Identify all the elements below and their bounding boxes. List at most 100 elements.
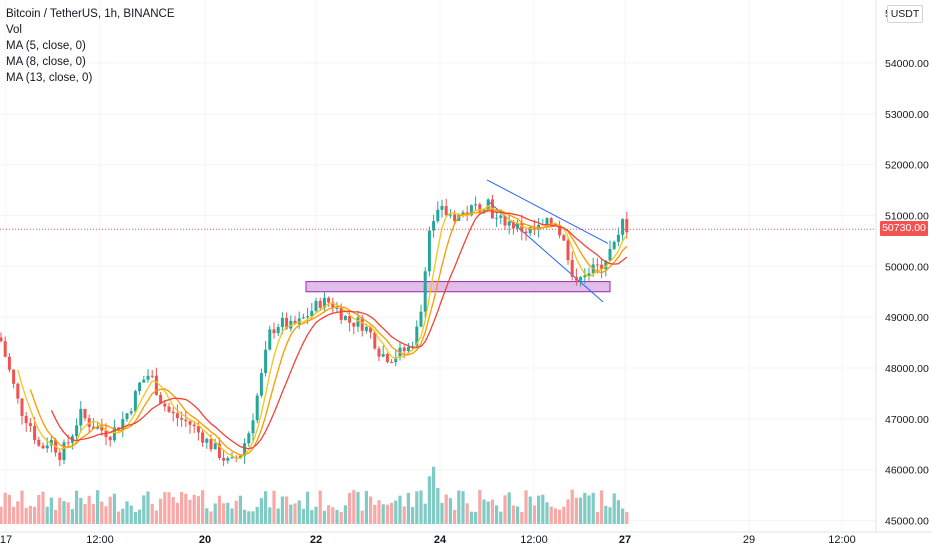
candle-body — [192, 424, 196, 427]
candle-body — [331, 302, 335, 309]
volume-bar — [532, 505, 536, 524]
candle-body — [125, 413, 129, 420]
volume-bar — [238, 495, 242, 524]
candle-body — [385, 354, 389, 363]
candle-body — [154, 375, 158, 395]
candle-body — [100, 426, 104, 431]
volume-bar — [604, 505, 608, 524]
candle-body — [339, 307, 343, 320]
volume-bar — [205, 508, 209, 524]
candle-body — [238, 455, 242, 459]
candle-body — [175, 413, 179, 419]
candle-body — [41, 445, 45, 449]
candle-body — [3, 341, 7, 357]
candle-body — [369, 327, 373, 333]
candle-body — [222, 457, 226, 461]
volume-bar — [100, 501, 104, 524]
candle-body — [293, 320, 297, 325]
volume-bar — [591, 492, 595, 524]
volume-bar — [70, 509, 74, 524]
time-axis[interactable]: 17 12:00 20 22 24 12:00 27 29 12:00 — [0, 534, 856, 546]
indicator-ma13[interactable]: MA (13, close, 0) — [6, 72, 93, 84]
candle-body — [595, 264, 599, 266]
candle-body — [146, 375, 150, 380]
candle-body — [364, 327, 368, 331]
candle-body — [360, 317, 364, 331]
candle-body — [24, 415, 28, 424]
chart-grid — [0, 0, 876, 532]
candle-body — [230, 457, 234, 459]
volume-bar — [587, 495, 591, 524]
volume-bar — [528, 496, 532, 524]
candle-body — [297, 318, 301, 325]
volume-bar — [516, 506, 520, 524]
volume-bar — [104, 506, 108, 524]
volume-bar — [465, 503, 469, 524]
volume-bar — [574, 497, 578, 524]
candle-body — [625, 219, 629, 233]
volume-bar — [570, 489, 574, 524]
volume-bar — [96, 490, 100, 524]
volume-bar — [62, 501, 66, 524]
volume-bar — [600, 490, 604, 524]
volume-bar — [423, 503, 427, 524]
candle-body — [243, 443, 247, 456]
candle-body — [553, 224, 557, 226]
volume-bar — [394, 500, 398, 524]
volume-bar — [595, 511, 599, 524]
indicator-ma8[interactable]: MA (8, close, 0) — [6, 56, 86, 68]
candle-body — [12, 369, 16, 384]
time-tick-label: 12:00 — [86, 534, 114, 546]
volume-bar — [541, 494, 545, 524]
candle-body — [96, 426, 100, 429]
volume-bar — [289, 504, 293, 524]
symbol-title[interactable]: Bitcoin / TetherUS, 1h, BINANCE — [6, 8, 175, 20]
candle-body — [285, 317, 289, 329]
volume-bar — [7, 494, 11, 524]
candle-body — [268, 329, 272, 350]
candle-body — [574, 276, 578, 281]
candle-body — [20, 398, 24, 416]
candle-body — [28, 423, 32, 427]
support-zone[interactable] — [305, 281, 611, 293]
volume-bar — [352, 490, 356, 524]
volume-bar — [54, 510, 58, 524]
candle-body — [129, 411, 133, 414]
volume-bar — [184, 493, 188, 524]
indicator-ma5[interactable]: MA (5, close, 0) — [6, 40, 86, 52]
ma13-line — [50, 210, 628, 450]
volume-bar — [419, 490, 423, 524]
price-tick-label: 53000.00 — [885, 109, 929, 121]
volume-bar — [24, 507, 28, 524]
candle-body — [570, 260, 574, 277]
volume-bar — [457, 490, 461, 524]
indicator-vol[interactable]: Vol — [6, 24, 22, 36]
time-tick-label: 12:00 — [520, 534, 548, 546]
candle-body — [621, 219, 625, 235]
volume-bar — [133, 511, 137, 524]
volume-bar — [142, 495, 146, 524]
ma8-line — [29, 208, 628, 456]
volume-bar — [474, 511, 478, 524]
candle-body — [406, 346, 410, 352]
volume-bar — [112, 493, 116, 524]
volume-bar — [79, 497, 83, 524]
volume-bar — [440, 502, 444, 524]
candle-body — [390, 362, 394, 364]
volume-bar — [66, 502, 70, 524]
candle-body — [562, 235, 566, 241]
volume-bar — [453, 510, 457, 524]
candle-body — [163, 403, 167, 407]
volume-bar — [108, 496, 112, 524]
currency-selector[interactable]: USDT — [887, 5, 923, 23]
candle-body — [499, 215, 503, 218]
volume-bar — [121, 508, 125, 524]
price-tick-label: 45000.00 — [885, 516, 929, 528]
volume-bar — [209, 511, 213, 524]
volume-bar — [167, 492, 171, 524]
candle-body — [474, 204, 478, 206]
volume-bar — [0, 506, 3, 524]
price-axis[interactable]: 54000.00 53000.00 52000.00 51000.00 50000.00… — [885, 58, 929, 528]
price-tick-label: 51000.00 — [885, 211, 929, 223]
